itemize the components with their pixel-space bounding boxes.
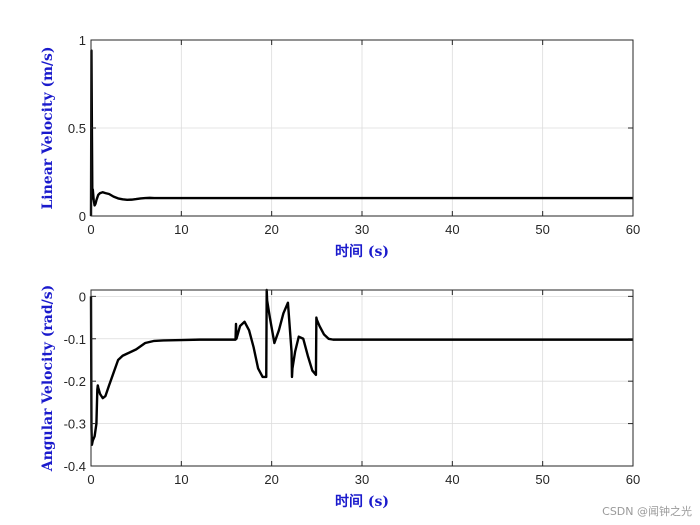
x-tick-label: 10 (174, 472, 188, 487)
x-tick-label: 20 (264, 222, 278, 237)
watermark: CSDN @闻钟之光 (602, 505, 692, 518)
x-tick-label: 50 (535, 472, 549, 487)
x-tick-label: 0 (87, 222, 94, 237)
x-tick-label: 20 (264, 472, 278, 487)
x-tick-label: 40 (445, 472, 459, 487)
x-axis-label: 时间 (s) (335, 493, 389, 510)
y-tick-label: -0.3 (64, 417, 86, 432)
y-axis-label: Angular Velocity (rad/s) (40, 285, 56, 473)
x-tick-label: 10 (174, 222, 188, 237)
y-tick-label: 0 (79, 209, 86, 224)
series-line (89, 288, 633, 446)
series-line (89, 49, 633, 217)
x-tick-label: 40 (445, 222, 459, 237)
x-tick-label: 30 (355, 472, 369, 487)
x-tick-label: 60 (626, 222, 640, 237)
y-tick-label: 0 (79, 289, 86, 304)
y-tick-label: 1 (79, 33, 86, 48)
x-tick-label: 50 (535, 222, 549, 237)
linear-velocity-plot: 0 10 20 30 40 50 60 0 0.5 1 时间 (s) Linear Velocity … (40, 33, 640, 260)
y-tick-label: -0.1 (64, 332, 86, 347)
angular-velocity-plot: 0 10 20 30 40 50 60 0 -0.1 -0.2 -0.3 -0.4 时间 (s) Angu… (40, 285, 640, 510)
x-tick-label: 30 (355, 222, 369, 237)
y-tick-label: -0.2 (64, 374, 86, 389)
x-axis-label: 时间 (s) (335, 243, 389, 260)
y-tick-label: 0.5 (68, 121, 86, 136)
x-tick-label: 0 (87, 472, 94, 487)
y-axis-label: Linear Velocity (m/s) (40, 46, 56, 209)
x-tick-label: 60 (626, 472, 640, 487)
y-tick-label: -0.4 (64, 459, 86, 474)
